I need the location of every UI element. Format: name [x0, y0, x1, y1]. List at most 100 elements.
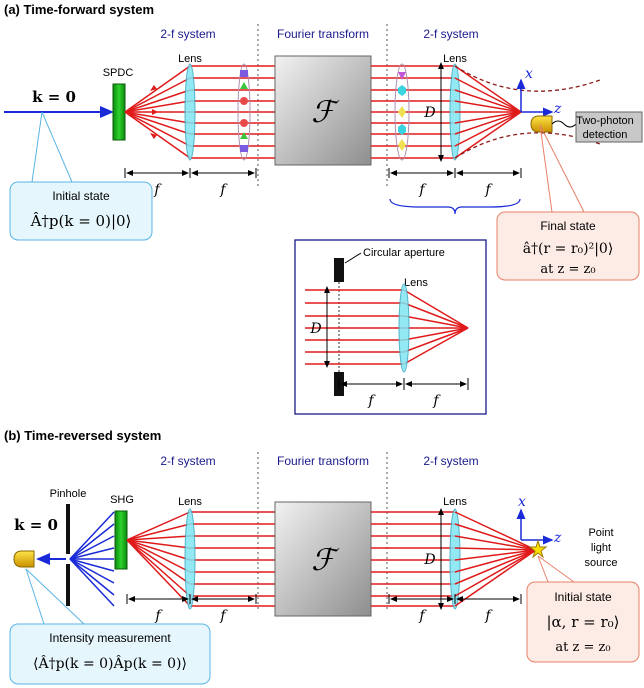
- callout-pointer: [539, 124, 553, 213]
- shg-fan: [69, 511, 115, 607]
- square-marker: [240, 145, 248, 152]
- measurement-callout: [9, 623, 211, 685]
- star-icon: [528, 539, 548, 559]
- triangle-marker: [240, 132, 248, 139]
- f-label: f: [219, 182, 228, 198]
- detector: [530, 115, 553, 133]
- aperture-label: Circular aperture: [363, 247, 445, 259]
- converging-rays: [454, 65, 522, 159]
- panel-a-section-fourier: Fourier transform: [277, 27, 369, 41]
- inset-lens-label: Lens: [404, 277, 428, 289]
- measurement-title: Intensity measurement: [49, 631, 171, 645]
- hexagon-marker: [398, 124, 406, 135]
- callout-pointer: [537, 555, 549, 583]
- initial-state-title: Initial state: [52, 189, 110, 203]
- panel-b-title: (b) Time-reversed system: [4, 428, 161, 443]
- measurement-formula: ⟨Â†p(k = 0)Âp(k = 0)⟩: [33, 654, 187, 672]
- final-state-title: Final state: [540, 219, 596, 233]
- f-label: f: [219, 608, 228, 624]
- z-axis-label: z: [553, 101, 562, 117]
- panel-b: (b) Time-reversed system 2-f system Four…: [4, 428, 640, 685]
- panel-b-section-2f-left: 2-f system: [160, 454, 215, 468]
- beam-envelope: [454, 132, 601, 159]
- final-state-at: at z = z₀: [540, 262, 595, 277]
- spdc-crystal: [112, 83, 126, 141]
- point-source-line2: light: [591, 542, 611, 554]
- k-equals-zero-label: k = 0: [32, 88, 76, 106]
- aperture-inset: Circular aperture D: [294, 239, 487, 415]
- point-source-line1: Point: [588, 527, 613, 539]
- x-axis-label: x: [525, 66, 533, 82]
- f-label: f: [153, 182, 162, 198]
- inset-f-label: f: [432, 393, 441, 409]
- triangle-marker: [398, 72, 406, 80]
- lens-right-label: Lens: [443, 496, 467, 508]
- initial-state-formula: Â†p(k = 0)|0⟩: [30, 212, 132, 230]
- brace: [389, 198, 521, 215]
- callout-pointer: [539, 124, 585, 213]
- detection-line2: detection: [583, 129, 628, 141]
- mode-ellipse: [394, 63, 410, 161]
- panel-a-section-2f-right: 2-f system: [423, 27, 478, 41]
- converging-rays-left: [126, 511, 191, 607]
- shg-label: SHG: [110, 494, 134, 506]
- callout-pointer: [25, 568, 85, 625]
- initial-state-at: at z = z₀: [555, 640, 610, 655]
- square-marker: [240, 70, 248, 77]
- z-axis-label: z: [553, 530, 562, 546]
- detection-line1: Two-photon: [576, 115, 633, 127]
- panel-b-section-2f-right: 2-f system: [423, 454, 478, 468]
- final-state-formula: â†(r = r₀)²|0⟩: [523, 241, 614, 257]
- collimated-rays-right: [371, 511, 455, 607]
- circle-marker: [240, 97, 248, 105]
- initial-state-title: Initial state: [554, 590, 612, 604]
- callout-pointer: [25, 568, 45, 625]
- diverging-rays-right: [454, 511, 537, 607]
- intensity-detector: [13, 550, 35, 568]
- initial-state-callout: [9, 181, 153, 241]
- shg-crystal: [114, 510, 128, 570]
- f-label: f: [418, 608, 427, 624]
- collimated-rays-left: [190, 511, 275, 607]
- diameter-label: D: [423, 105, 435, 121]
- initial-state-formula: |α, r = r₀⟩: [546, 613, 619, 631]
- circle-marker: [240, 119, 248, 127]
- pinhole-label: Pinhole: [50, 488, 87, 500]
- f-label: f: [418, 182, 427, 198]
- f-label: f: [484, 608, 493, 624]
- f-label: f: [484, 182, 493, 198]
- detection-box: [575, 111, 643, 143]
- mode-ellipse: [237, 63, 251, 161]
- hexagon-marker: [398, 85, 406, 96]
- lens-right-label: Lens: [443, 53, 467, 65]
- lens-left: [184, 508, 196, 610]
- fourier-box: [274, 501, 372, 617]
- inset-lens: [398, 283, 410, 373]
- callout-pointer: [537, 555, 575, 583]
- detector-cable: [551, 120, 577, 128]
- panel-a-title: (a) Time-forward system: [4, 2, 154, 17]
- inset-diameter-label: D: [309, 321, 321, 337]
- lens-left-label: Lens: [178, 53, 202, 65]
- inset-f-label: f: [367, 393, 376, 409]
- inset-rays: [305, 289, 469, 365]
- beam-envelope: [454, 65, 601, 92]
- spdc-label: SPDC: [103, 67, 134, 79]
- panel-a: (a) Time-forward system 2-f system Fouri…: [4, 2, 643, 415]
- diameter-label: D: [423, 552, 435, 568]
- inset-frame: [294, 239, 487, 415]
- ray-arrowheads: [150, 85, 158, 139]
- callout-pointer: [41, 111, 73, 183]
- diverging-rays: [124, 65, 191, 159]
- aperture-top-block: [334, 258, 344, 282]
- aperture-pointer: [344, 252, 362, 264]
- panel-b-section-fourier: Fourier transform: [277, 454, 369, 468]
- diamond-marker: [398, 139, 406, 151]
- focal-dimensions: [124, 168, 522, 178]
- triangle-marker: [240, 82, 248, 89]
- callout-pointer: [31, 111, 43, 183]
- collimated-rays-right: [371, 65, 455, 159]
- lens-left-label: Lens: [178, 496, 202, 508]
- x-axis-label: x: [518, 494, 526, 510]
